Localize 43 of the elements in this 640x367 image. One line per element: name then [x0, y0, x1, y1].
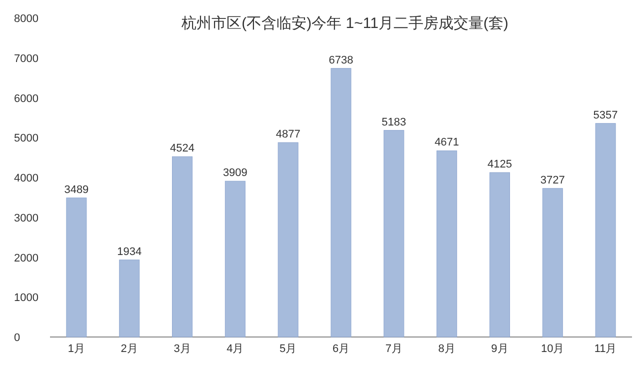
bar	[542, 188, 563, 338]
bar	[278, 142, 298, 338]
data-label: 4524	[170, 142, 195, 155]
data-label: 3727	[540, 174, 565, 186]
data-label: 6738	[328, 54, 354, 66]
x-tick-label: 8月	[438, 343, 456, 355]
x-tick-label: 7月	[385, 343, 402, 355]
x-tick-label: 1月	[68, 343, 86, 355]
y-tick-label: 3000	[14, 212, 38, 224]
bar	[384, 130, 404, 338]
x-tick-label: 4月	[226, 343, 244, 355]
bar	[489, 172, 510, 338]
x-tick-label: 11月	[594, 343, 617, 355]
y-tick-label: 0	[14, 332, 20, 344]
x-tick-label: 2月	[120, 343, 138, 355]
data-label: 4671	[434, 136, 460, 149]
data-label: 5357	[593, 109, 618, 122]
data-label: 3909	[222, 167, 248, 180]
bar	[119, 260, 140, 338]
data-label: 4877	[276, 128, 300, 141]
x-tick-label: 9月	[491, 343, 508, 355]
data-label: 3489	[64, 184, 89, 196]
data-label: 1934	[117, 246, 142, 258]
y-tick-label: 8000	[14, 13, 38, 25]
y-tick-label: 4000	[14, 172, 38, 184]
y-tick-label: 1000	[14, 292, 38, 304]
data-label: 4125	[487, 158, 512, 171]
chart-title: 杭州市区(不含临安)今年 1~11月二手房成交量(套)	[180, 15, 508, 32]
bar	[330, 68, 352, 338]
y-tick-label: 2000	[14, 252, 38, 264]
bar	[595, 123, 616, 338]
bar	[224, 180, 246, 338]
x-tick-label: 3月	[174, 343, 191, 355]
y-tick-label: 5000	[14, 132, 38, 145]
bar	[436, 150, 458, 338]
x-tick-label: 5月	[280, 343, 297, 355]
bar	[66, 198, 87, 338]
bar	[172, 156, 193, 338]
data-label: 5183	[382, 116, 406, 128]
y-tick-label: 6000	[14, 92, 38, 105]
x-tick-label: 6月	[332, 343, 350, 355]
y-tick-label: 7000	[14, 52, 38, 65]
x-tick-label: 10月	[541, 343, 564, 355]
